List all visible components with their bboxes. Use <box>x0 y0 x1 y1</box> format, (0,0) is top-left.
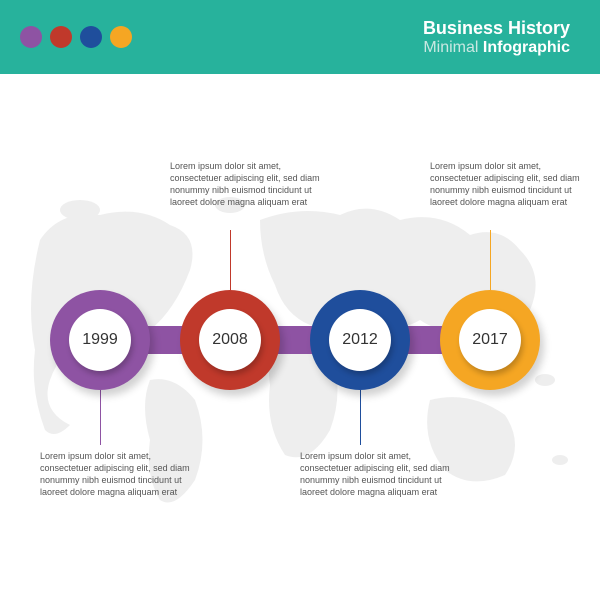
timeline-node-desc: Lorem ipsum dolor sit amet, consectetuer… <box>40 450 190 499</box>
timeline-node-desc: Lorem ipsum dolor sit amet, consectetuer… <box>170 160 320 209</box>
timeline-node-year: 2008 <box>199 309 261 371</box>
timeline-node: 2012 <box>310 290 410 390</box>
leader-line <box>230 230 231 290</box>
timeline-node-year: 1999 <box>69 309 131 371</box>
timeline-node-desc: Lorem ipsum dolor sit amet, consectetuer… <box>430 160 580 209</box>
leader-line <box>360 390 361 445</box>
timeline-node: 2008 <box>180 290 280 390</box>
timeline-node-year: 2012 <box>329 309 391 371</box>
leader-line <box>490 230 491 290</box>
leader-line <box>100 390 101 445</box>
timeline: 1999 Lorem ipsum dolor sit amet, consecte… <box>0 0 600 600</box>
timeline-node: 1999 <box>50 290 150 390</box>
timeline-node: 2017 <box>440 290 540 390</box>
timeline-node-desc: Lorem ipsum dolor sit amet, consectetuer… <box>300 450 450 499</box>
timeline-node-year: 2017 <box>459 309 521 371</box>
